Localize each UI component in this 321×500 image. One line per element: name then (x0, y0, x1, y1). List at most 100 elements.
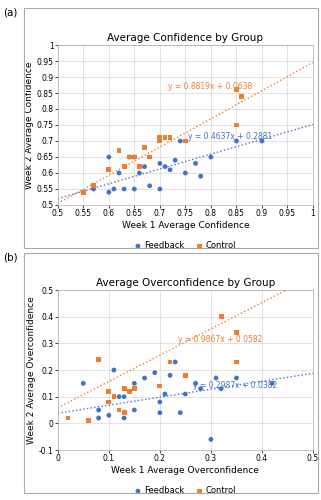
Feedback (127, 153, 132, 161)
Feedback (157, 160, 162, 168)
X-axis label: Week 1 Average Overconfidence: Week 1 Average Overconfidence (111, 466, 259, 475)
Feedback (91, 185, 96, 193)
Control (122, 408, 127, 416)
Control (147, 153, 152, 161)
Feedback (157, 408, 162, 416)
Control (122, 162, 127, 170)
Control (65, 414, 71, 422)
Feedback (96, 406, 101, 414)
Text: y = 0.4637x + 0.2881: y = 0.4637x + 0.2881 (188, 132, 272, 141)
Feedback (132, 153, 137, 161)
Feedback (157, 398, 162, 406)
Feedback (162, 162, 168, 170)
Feedback (208, 436, 213, 444)
Feedback (198, 384, 203, 392)
Text: y = 0.9867x + 0.0582: y = 0.9867x + 0.0582 (178, 335, 262, 344)
Control (86, 416, 91, 424)
Control (168, 134, 173, 142)
Control (157, 134, 162, 142)
Feedback (193, 160, 198, 168)
Control (219, 312, 224, 320)
Feedback (122, 392, 127, 400)
Title: Average Overconfidence by Group: Average Overconfidence by Group (96, 278, 275, 288)
Control (157, 137, 162, 145)
Feedback (173, 358, 178, 366)
Legend: Feedback, Control: Feedback, Control (131, 238, 239, 254)
Control (91, 182, 96, 190)
Y-axis label: Week 2 Average Confidence: Week 2 Average Confidence (25, 61, 34, 188)
Control (122, 384, 127, 392)
Feedback (152, 368, 157, 376)
Control (234, 86, 239, 94)
Control (157, 382, 162, 390)
Control (234, 121, 239, 129)
Feedback (132, 406, 137, 414)
Feedback (81, 380, 86, 388)
Feedback (137, 169, 142, 177)
Feedback (117, 392, 122, 400)
Feedback (234, 137, 239, 145)
X-axis label: Week 1 Average Confidence: Week 1 Average Confidence (122, 221, 249, 230)
Control (168, 358, 173, 366)
Feedback (132, 380, 137, 388)
Text: y = 0.8819x + 0.0638: y = 0.8819x + 0.0638 (168, 82, 252, 91)
Feedback (122, 414, 127, 422)
Control (96, 356, 101, 364)
Feedback (270, 380, 275, 388)
Feedback (142, 162, 147, 170)
Control (81, 188, 86, 196)
Control (234, 358, 239, 366)
Feedback (259, 137, 265, 145)
Feedback (81, 188, 86, 196)
Control (234, 328, 239, 336)
Feedback (234, 374, 239, 382)
Control (106, 398, 111, 406)
Feedback (162, 390, 168, 398)
Feedback (219, 384, 224, 392)
Feedback (198, 172, 203, 180)
Control (111, 392, 117, 400)
Control (183, 137, 188, 145)
Feedback (111, 185, 117, 193)
Feedback (183, 169, 188, 177)
Title: Average Confidence by Group: Average Confidence by Group (108, 33, 263, 43)
Feedback (106, 153, 111, 161)
Text: y = 0.2987x + 0.0382: y = 0.2987x + 0.0382 (193, 381, 277, 390)
Control (132, 384, 137, 392)
Control (106, 388, 111, 396)
Feedback (213, 374, 219, 382)
Control (106, 166, 111, 174)
Control (127, 153, 132, 161)
Feedback (132, 185, 137, 193)
Feedback (106, 412, 111, 420)
Feedback (106, 188, 111, 196)
Text: (b): (b) (3, 252, 18, 262)
Y-axis label: Week 2 Average Overconfidence: Week 2 Average Overconfidence (27, 296, 36, 444)
Feedback (208, 153, 213, 161)
Control (183, 372, 188, 380)
Control (127, 388, 132, 396)
Control (239, 92, 244, 100)
Control (137, 162, 142, 170)
Legend: Feedback, Control: Feedback, Control (131, 483, 239, 498)
Feedback (178, 408, 183, 416)
Feedback (168, 372, 173, 380)
Feedback (178, 137, 183, 145)
Feedback (117, 169, 122, 177)
Control (142, 144, 147, 152)
Feedback (122, 185, 127, 193)
Control (117, 146, 122, 154)
Feedback (147, 182, 152, 190)
Feedback (142, 374, 147, 382)
Feedback (183, 390, 188, 398)
Feedback (173, 156, 178, 164)
Feedback (157, 185, 162, 193)
Control (162, 134, 168, 142)
Feedback (193, 380, 198, 388)
Text: (a): (a) (3, 8, 18, 18)
Feedback (111, 366, 117, 374)
Control (132, 153, 137, 161)
Control (117, 406, 122, 414)
Feedback (96, 414, 101, 422)
Feedback (168, 166, 173, 174)
